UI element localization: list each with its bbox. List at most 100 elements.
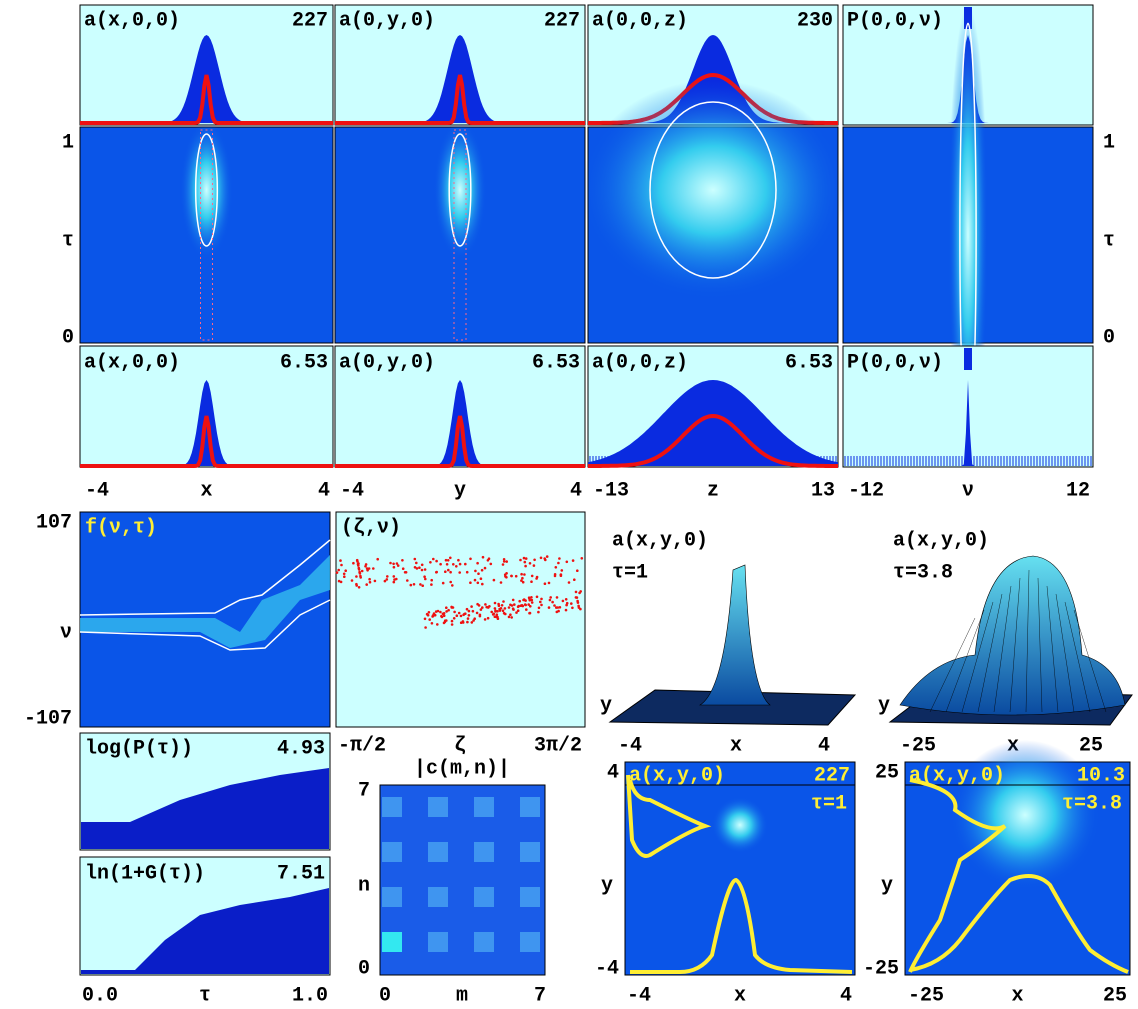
- coefficient-cell: [474, 797, 494, 817]
- scatter-dot: [435, 570, 439, 574]
- scatter-dot: [530, 601, 534, 604]
- scatter-dot: [530, 598, 534, 602]
- axis-label: y: [881, 874, 893, 897]
- scatter-dot: [458, 571, 462, 574]
- scatter-dot: [561, 599, 565, 603]
- scatter-dot: [551, 600, 554, 604]
- scatter-dot: [503, 607, 507, 610]
- coefficient-cell: [382, 932, 402, 952]
- scatter-dot: [571, 559, 575, 562]
- mesh-line: [961, 601, 994, 713]
- scatter-dot: [424, 577, 427, 581]
- scatter-dot: [515, 611, 518, 614]
- scatter-dot: [476, 561, 479, 565]
- panel-value: 230: [797, 9, 833, 32]
- scatter-dot: [355, 575, 358, 578]
- mesh-line: [1025, 569, 1030, 713]
- scatter-dot: [423, 575, 426, 578]
- scatter-dot: [413, 566, 417, 569]
- scatter-dot: [520, 579, 523, 582]
- scatter-dot: [478, 614, 482, 618]
- surface: [698, 564, 771, 706]
- axis-label: 12: [1066, 479, 1090, 502]
- axis-label: y: [601, 874, 613, 897]
- scatter-dot: [357, 586, 361, 589]
- scatter-dot: [469, 581, 472, 584]
- scatter-dot: [455, 565, 458, 568]
- scatter-dot: [342, 572, 346, 576]
- axis-label: -4: [85, 479, 109, 502]
- axis-label: 0: [358, 957, 370, 980]
- scatter-dot: [564, 598, 568, 601]
- panel-title: f(ν,τ): [85, 516, 157, 539]
- heat-glow: [180, 120, 233, 260]
- panel-value: 7.51: [277, 862, 325, 885]
- scatter-dot: [469, 557, 472, 561]
- area: [81, 888, 329, 974]
- scatter-dot: [424, 626, 427, 629]
- scatter-dot: [450, 605, 453, 609]
- mesh-line: [1073, 609, 1107, 713]
- scatter-dot: [364, 563, 368, 566]
- scatter-dot: [519, 558, 522, 562]
- panel-title: ln(1+G(τ)): [85, 862, 205, 885]
- scatter-dot: [457, 558, 460, 562]
- scatter-dot: [522, 556, 526, 560]
- scatter-dot: [511, 598, 515, 602]
- scatter-dot: [444, 558, 448, 562]
- contour: [649, 101, 777, 279]
- scatter-dot: [430, 583, 433, 586]
- scatter-dot: [516, 609, 520, 612]
- profile-curve: [908, 778, 1007, 973]
- density-peak: [843, 380, 1093, 466]
- axis-label: ν: [962, 479, 974, 502]
- scatter-dot: [513, 603, 516, 606]
- scatter-dot: [352, 561, 355, 565]
- axis-label: 4: [607, 761, 619, 784]
- scatter-dot: [434, 610, 438, 613]
- scatter-dot: [415, 561, 418, 565]
- scatter-dot: [358, 572, 362, 575]
- dotted-contour: [453, 129, 467, 341]
- mesh-line: [1046, 585, 1059, 713]
- scatter-dot: [524, 557, 528, 560]
- scatter-dot: [466, 617, 470, 620]
- scatter-dot: [573, 578, 576, 581]
- scatter-dot: [481, 582, 484, 586]
- panel-title: log(P(τ)): [85, 737, 193, 760]
- scatter-dot: [476, 581, 480, 585]
- scatter-dot: [395, 577, 398, 581]
- red-curve: [335, 74, 585, 125]
- scatter-dot: [527, 596, 531, 599]
- scatter-dot: [449, 570, 452, 574]
- marker: [964, 348, 972, 370]
- panel-title: (ζ,ν): [341, 516, 401, 539]
- scatter-dot: [337, 579, 341, 583]
- scatter-dot: [432, 557, 435, 561]
- scatter-dot: [502, 560, 506, 563]
- scatter-dot: [499, 581, 503, 584]
- scatter-dot: [532, 564, 536, 567]
- scatter-dot: [535, 595, 539, 599]
- scatter-dot: [447, 608, 450, 612]
- axis-label: 0.0: [82, 984, 118, 1007]
- scatter-dot: [571, 606, 574, 610]
- scatter-dot: [470, 605, 473, 608]
- coefficient-cell: [474, 842, 494, 862]
- axis-label: ν: [60, 621, 72, 644]
- scatter-dot: [528, 562, 532, 565]
- scatter-dot: [481, 555, 485, 559]
- scatter-dot: [516, 605, 520, 609]
- panel-title: P(0,0,ν): [847, 351, 943, 374]
- scatter-dot: [445, 563, 449, 566]
- heat-band: [80, 555, 330, 648]
- scatter-dot: [386, 575, 389, 578]
- scatter-dot: [415, 567, 419, 570]
- scatter-dot: [392, 562, 395, 566]
- axis-label: τ: [199, 984, 211, 1007]
- axis-label: y: [600, 694, 612, 717]
- scatter-dot: [459, 614, 463, 618]
- surface-base: [608, 689, 857, 726]
- scatter-dot: [530, 596, 533, 599]
- scatter-dot: [461, 621, 465, 624]
